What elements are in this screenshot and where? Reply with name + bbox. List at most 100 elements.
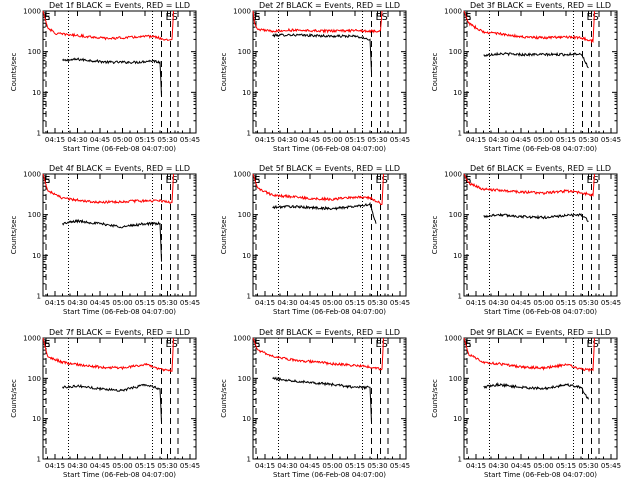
x-tick-label: 04:15	[45, 299, 65, 307]
interval-marker: S	[172, 339, 178, 350]
x-tick-label: 05:45	[601, 462, 621, 470]
x-axis-label: Start Time (06-Feb-08 04:07:00)	[63, 145, 176, 153]
x-axis-label: Start Time (06-Feb-08 04:07:00)	[63, 471, 176, 479]
plot-frame	[252, 10, 407, 134]
y-axis-label: Counts/sec	[220, 379, 228, 418]
plot-frame	[463, 10, 618, 134]
interval-marker: S	[44, 339, 50, 350]
y-tick-label: 100	[449, 211, 462, 219]
x-tick-label: 05:15	[135, 462, 155, 470]
x-tick-label: 05:30	[578, 136, 598, 144]
x-axis-label: Start Time (06-Feb-08 04:07:00)	[273, 308, 386, 316]
events-series-line	[483, 51, 589, 69]
x-axis-label: Start Time (06-Feb-08 04:07:00)	[63, 308, 176, 316]
x-tick-label: 04:30	[67, 462, 87, 470]
x-tick-label: 04:15	[45, 136, 65, 144]
x-tick-label: 05:00	[112, 462, 132, 470]
chart-title: Det 6f BLACK = Events, RED = LLD	[470, 164, 611, 173]
lld-series-line	[252, 337, 384, 371]
interval-marker: S	[382, 12, 388, 23]
chart-title: Det 8f BLACK = Events, RED = LLD	[259, 328, 400, 337]
x-tick-label: 05:00	[533, 462, 553, 470]
x-tick-label: 05:00	[533, 299, 553, 307]
y-tick-label: 100	[28, 48, 41, 56]
x-tick-label: 04:30	[67, 299, 87, 307]
x-tick-label: 05:15	[345, 462, 365, 470]
plot-frame	[463, 337, 618, 460]
chart-title: Det 1f BLACK = Events, RED = LLD	[49, 1, 190, 10]
y-tick-label: 1000	[23, 335, 41, 343]
x-tick-label: 05:15	[556, 462, 576, 470]
lld-series-line	[463, 173, 595, 197]
interval-marker: E	[44, 339, 50, 350]
lld-series-line	[252, 10, 383, 34]
plot-frame	[252, 337, 407, 460]
x-tick-label: 05:15	[345, 299, 365, 307]
y-tick-label: 100	[449, 48, 462, 56]
events-series-line	[483, 382, 589, 400]
y-axis-label: Counts/sec	[10, 216, 18, 255]
x-tick-label: 04:15	[466, 136, 486, 144]
x-tick-label: 05:30	[367, 299, 387, 307]
x-tick-label: 04:30	[488, 462, 508, 470]
detector-panel: Det 9f BLACK = Events, RED = LLD 1 10 100 10…	[431, 328, 621, 479]
interval-marker: S	[465, 339, 471, 350]
x-tick-label: 04:30	[277, 462, 297, 470]
x-tick-label: 04:45	[511, 462, 531, 470]
interval-marker: S	[44, 12, 50, 23]
interval-marker: E	[587, 175, 593, 186]
interval-marker: E	[376, 12, 382, 23]
interval-marker: E	[254, 12, 260, 23]
y-axis-label: Counts/sec	[10, 379, 18, 418]
x-tick-label: 05:30	[578, 299, 598, 307]
x-tick-label: 04:45	[90, 136, 110, 144]
plot-frame	[463, 173, 618, 297]
detector-panel: Det 4f BLACK = Events, RED = LLD 1 10 100 10…	[10, 164, 200, 316]
y-tick-label: 1	[458, 456, 462, 464]
events-series-line	[272, 376, 372, 423]
y-tick-label: 10	[453, 252, 462, 260]
x-tick-label: 04:45	[90, 299, 110, 307]
y-axis-label: Counts/sec	[220, 53, 228, 92]
y-tick-label: 10	[453, 89, 462, 97]
detector-panel: Det 5f BLACK = Events, RED = LLD 1 10 100 10…	[220, 164, 410, 316]
x-tick-label: 05:45	[180, 136, 200, 144]
x-tick-label: 05:15	[345, 136, 365, 144]
y-tick-label: 1	[247, 293, 251, 301]
y-tick-label: 100	[238, 375, 251, 383]
interval-marker: E	[376, 175, 382, 186]
x-tick-label: 04:15	[255, 299, 275, 307]
y-tick-label: 1	[247, 456, 251, 464]
lld-series-line	[252, 173, 384, 206]
detector-panel: Det 8f BLACK = Events, RED = LLD 1 10 100 10…	[220, 328, 410, 479]
y-tick-label: 100	[238, 48, 251, 56]
x-tick-label: 05:45	[180, 299, 200, 307]
detector-panel: Det 3f BLACK = Events, RED = LLD 1 10 100 10…	[431, 1, 621, 153]
x-tick-label: 04:15	[466, 299, 486, 307]
y-tick-label: 10	[32, 89, 41, 97]
y-tick-label: 1	[458, 130, 462, 138]
x-tick-label: 05:00	[112, 136, 132, 144]
y-tick-label: 1000	[444, 171, 462, 179]
interval-marker: E	[166, 339, 172, 350]
interval-marker: E	[254, 175, 260, 186]
interval-marker: E	[376, 339, 382, 350]
interval-marker: E	[44, 175, 50, 186]
y-axis-label: Counts/sec	[431, 216, 439, 255]
interval-marker: S	[465, 12, 471, 23]
x-axis-label: Start Time (06-Feb-08 04:07:00)	[273, 145, 386, 153]
chart-title: Det 9f BLACK = Events, RED = LLD	[470, 328, 611, 337]
x-tick-label: 04:45	[300, 136, 320, 144]
interval-marker: E	[465, 339, 471, 350]
x-tick-label: 05:30	[578, 462, 598, 470]
y-tick-label: 10	[32, 415, 41, 423]
x-tick-label: 05:45	[601, 136, 621, 144]
x-tick-label: 04:30	[67, 136, 87, 144]
chart-title: Det 2f BLACK = Events, RED = LLD	[259, 1, 400, 10]
x-tick-label: 04:45	[511, 136, 531, 144]
interval-marker: E	[465, 12, 471, 23]
x-tick-label: 05:00	[322, 462, 342, 470]
interval-marker: E	[254, 339, 260, 350]
lld-series-line	[463, 10, 595, 44]
